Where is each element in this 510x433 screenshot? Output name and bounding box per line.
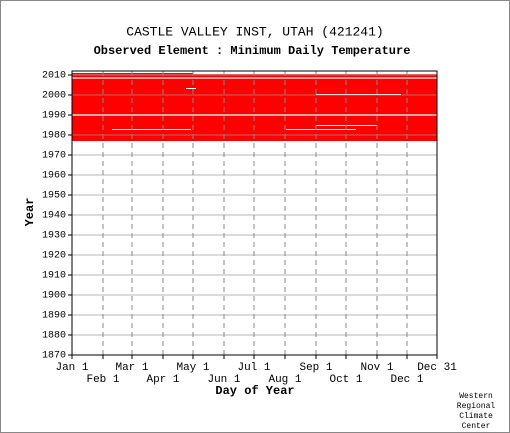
credit: Climate [459, 412, 493, 421]
x-tick-label: Sep 1 [299, 362, 332, 374]
x-tick-label: Jan 1 [55, 362, 88, 374]
y-tick-label: 1930 [42, 231, 66, 242]
credit: Regional [457, 402, 496, 411]
y-tick-label: 1970 [42, 151, 66, 162]
x-axis-label: Day of Year [215, 384, 294, 398]
x-tick-label: Dec 31 [417, 362, 457, 374]
x-tick-label: Feb 1 [86, 374, 119, 386]
y-tick-label: 1890 [42, 311, 66, 322]
y-tick-label: 1990 [42, 111, 66, 122]
x-tick-label: Jul 1 [237, 362, 270, 374]
y-axis-label: Year [23, 198, 37, 227]
y-tick-label: 1980 [42, 131, 66, 142]
x-tick-label: Nov 1 [360, 362, 393, 374]
y-tick-label: 1960 [42, 171, 66, 182]
x-tick-label: Oct 1 [329, 374, 362, 386]
x-tick-label: Mar 1 [115, 362, 148, 374]
y-tick-label: 2000 [42, 91, 66, 102]
y-tick-label: 1950 [42, 191, 66, 202]
y-tick-label: 1940 [42, 211, 66, 222]
plot-border [71, 70, 438, 356]
chart-title: CASTLE VALLEY INST, UTAH (421241) [126, 24, 383, 39]
x-tick-label: Jun 1 [207, 374, 240, 386]
y-tick-label: 1920 [42, 251, 66, 262]
x-tick-label: Aug 1 [268, 374, 301, 386]
x-tick-label: Dec 1 [390, 374, 423, 386]
y-tick-label: 1900 [42, 291, 66, 302]
missing-block [286, 129, 356, 130]
missing-block [112, 129, 191, 130]
x-tick-label: Apr 1 [146, 374, 179, 386]
credit: Center [462, 422, 491, 431]
chart-subtitle: Observed Element : Minimum Daily Tempera… [94, 44, 411, 58]
x-tick-label: May 1 [176, 362, 209, 374]
y-tick-label: 1880 [42, 331, 66, 342]
y-tick-label: 2010 [42, 71, 66, 82]
y-tick-label: 1870 [42, 351, 66, 362]
credit: Western [459, 392, 493, 401]
y-tick-label: 1910 [42, 271, 66, 282]
missing-block [186, 88, 196, 89]
